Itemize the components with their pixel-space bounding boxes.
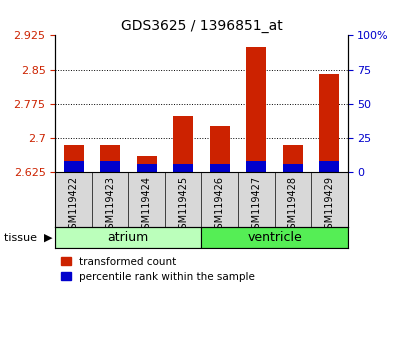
Text: GSM119424: GSM119424 [142, 176, 152, 235]
Bar [283, 164, 303, 172]
Bar [55, 227, 201, 248]
Title: GDS3625 / 1396851_at: GDS3625 / 1396851_at [120, 19, 282, 33]
Text: ventricle: ventricle [247, 231, 302, 244]
Text: GSM119426: GSM119426 [215, 176, 225, 235]
Bar [210, 164, 230, 172]
Bar [137, 156, 157, 172]
Bar [137, 164, 157, 172]
Bar [246, 47, 266, 172]
Bar [100, 161, 120, 172]
Text: GSM119422: GSM119422 [69, 176, 79, 235]
Bar [64, 145, 84, 172]
Bar [201, 227, 348, 248]
Legend: transformed count, percentile rank within the sample: transformed count, percentile rank withi… [60, 257, 255, 282]
Bar [283, 145, 303, 172]
Bar [319, 74, 339, 172]
Text: atrium: atrium [108, 231, 149, 244]
Text: GSM119428: GSM119428 [288, 176, 298, 235]
Text: GSM119425: GSM119425 [178, 176, 188, 235]
Bar [246, 161, 266, 172]
Bar [210, 126, 230, 172]
Bar [173, 116, 193, 172]
Bar [100, 145, 120, 172]
Text: tissue  ▶: tissue ▶ [4, 232, 53, 242]
Text: GSM119423: GSM119423 [105, 176, 115, 235]
Bar [319, 161, 339, 172]
Text: GSM119429: GSM119429 [324, 176, 334, 235]
Text: GSM119427: GSM119427 [251, 176, 261, 235]
Bar [64, 161, 84, 172]
Bar [173, 164, 193, 172]
